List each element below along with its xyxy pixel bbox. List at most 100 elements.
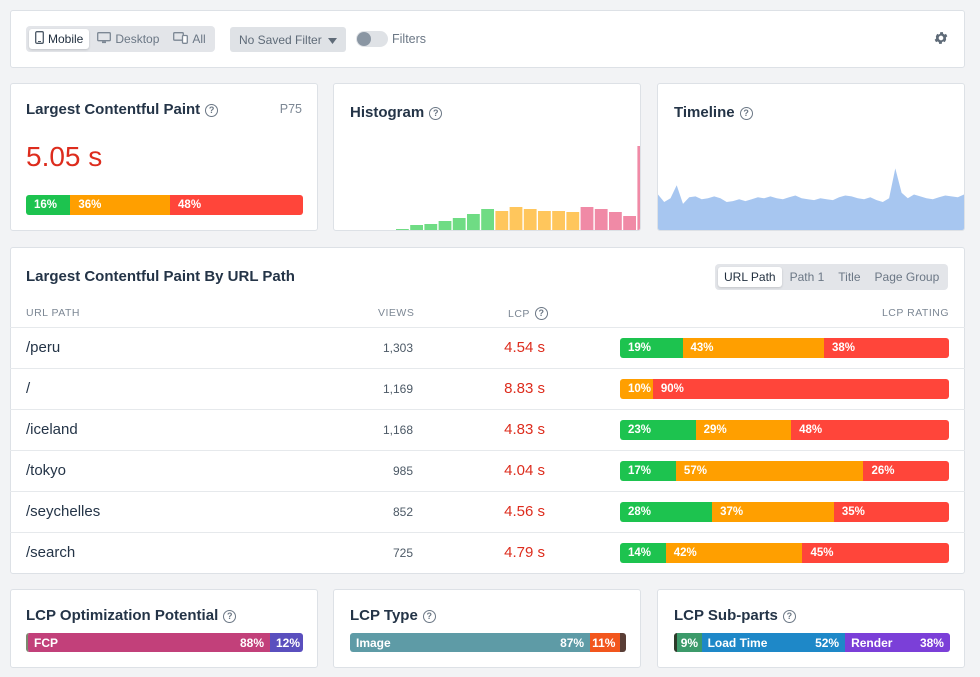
histogram-bar[interactable] xyxy=(552,211,565,230)
histogram-chart[interactable] xyxy=(334,84,640,230)
tab-title-label: Title xyxy=(838,270,861,284)
rating-needs-improvement: 36% xyxy=(70,195,171,215)
histogram-bar[interactable] xyxy=(623,216,636,230)
row-url-path[interactable]: /tokyo xyxy=(26,462,67,479)
saved-filter-dropdown[interactable]: No Saved Filter xyxy=(230,27,346,52)
column-views[interactable]: VIEWS xyxy=(378,307,415,319)
rest-segment xyxy=(620,633,626,652)
lcp-type-bar[interactable]: Image 87% 11% xyxy=(350,633,626,652)
histogram-bar[interactable] xyxy=(637,146,640,230)
help-icon[interactable] xyxy=(422,610,436,623)
rating-good: 19% xyxy=(620,338,683,358)
tab-url-path[interactable]: URL Path xyxy=(718,267,782,287)
histogram-bar[interactable] xyxy=(523,209,537,230)
histogram-bar[interactable] xyxy=(410,225,423,230)
table-row[interactable]: /search 725 4.79 s 14% 42% 45% xyxy=(10,532,965,573)
row-views: 725 xyxy=(392,546,413,560)
gear-icon[interactable] xyxy=(933,30,949,51)
optimization-heading: LCP Optimization Potential xyxy=(26,607,237,625)
help-icon[interactable] xyxy=(205,104,219,117)
row-rating-bar[interactable]: 10% 90% xyxy=(620,379,949,399)
rating-poor: 45% xyxy=(802,543,949,563)
row-rating-bar[interactable]: 28% 37% 35% xyxy=(620,502,949,522)
fcp-label: FCP xyxy=(34,635,58,650)
fcp-pct: 88% xyxy=(239,635,264,650)
fcp-segment: FCP 88% xyxy=(28,633,270,652)
histogram-bar[interactable] xyxy=(424,224,438,230)
toggle-knob xyxy=(357,32,371,46)
timeline-area[interactable] xyxy=(658,168,964,230)
histogram-title: Histogram xyxy=(350,104,425,121)
histogram-bar[interactable] xyxy=(566,212,580,230)
histogram-bar[interactable] xyxy=(452,218,466,230)
row-rating-bar[interactable]: 23% 29% 48% xyxy=(620,420,949,440)
table-row[interactable]: / 1,169 8.83 s 10% 90% xyxy=(10,368,965,409)
table-row[interactable]: /peru 1,303 4.54 s 19% 43% 38% xyxy=(10,327,965,368)
mobile-icon xyxy=(35,31,44,47)
tab-all-label: All xyxy=(192,32,206,46)
render-label: Render xyxy=(851,635,893,650)
row-rating-bar[interactable]: 17% 57% 26% xyxy=(620,461,949,481)
help-icon[interactable] xyxy=(429,107,443,120)
row-lcp-value: 4.83 s xyxy=(504,421,545,438)
subparts-heading: LCP Sub-parts xyxy=(674,607,796,625)
rating-poor: 48% xyxy=(791,420,949,440)
row-url-path[interactable]: /seychelles xyxy=(26,503,101,520)
lcp-subparts-card: LCP Sub-parts 9% Load Time 52% Render 38… xyxy=(657,589,965,668)
optimization-bar[interactable]: FCP 88% 12% xyxy=(26,633,303,652)
row-rating-bar[interactable]: 19% 43% 38% xyxy=(620,338,949,358)
rating-needs-improvement: 37% xyxy=(712,502,834,522)
help-icon[interactable] xyxy=(782,610,796,623)
histogram-bar[interactable] xyxy=(481,209,494,230)
render-pct: 38% xyxy=(919,635,944,650)
row-url-path[interactable]: /search xyxy=(26,544,76,561)
remaining-pct: 12% xyxy=(276,635,301,650)
histogram-card: Histogram xyxy=(333,83,641,231)
row-url-path[interactable]: / xyxy=(26,380,31,397)
row-views: 1,303 xyxy=(382,341,413,355)
device-segmented-control: Mobile Desktop All xyxy=(26,26,215,52)
filters-toggle[interactable] xyxy=(356,31,388,47)
histogram-bar[interactable] xyxy=(594,209,608,230)
table-row[interactable]: /tokyo 985 4.04 s 17% 57% 26% xyxy=(10,450,965,491)
subparts-bar[interactable]: 9% Load Time 52% Render 38% xyxy=(674,633,950,652)
other-pct: 11% xyxy=(592,635,616,650)
row-views: 985 xyxy=(392,464,413,478)
table-row[interactable]: /seychelles 852 4.56 s 28% 37% 35% xyxy=(10,491,965,532)
ttfb-segment: 9% xyxy=(676,633,702,652)
tab-page-group[interactable]: Page Group xyxy=(869,267,946,287)
histogram-bar[interactable] xyxy=(609,212,622,230)
histogram-bar[interactable] xyxy=(467,214,480,230)
histogram-bar[interactable] xyxy=(509,207,523,230)
devices-icon xyxy=(173,31,189,47)
help-icon[interactable] xyxy=(739,107,753,120)
row-lcp-value: 4.54 s xyxy=(504,339,545,356)
desktop-icon xyxy=(97,31,112,47)
column-lcp-label: LCP xyxy=(508,308,530,320)
tab-path-1[interactable]: Path 1 xyxy=(784,267,831,287)
rating-needs-improvement: 42% xyxy=(665,543,803,563)
tab-all[interactable]: All xyxy=(167,29,211,49)
tab-title[interactable]: Title xyxy=(832,267,866,287)
column-lcp[interactable]: LCP xyxy=(508,307,548,320)
lcp-rating-bar[interactable]: 16% 36% 48% xyxy=(26,195,303,215)
rating-good: 28% xyxy=(620,502,713,522)
help-icon[interactable] xyxy=(534,307,548,320)
row-rating-bar[interactable]: 14% 42% 45% xyxy=(620,543,949,563)
tab-mobile[interactable]: Mobile xyxy=(29,29,90,49)
histogram-bar[interactable] xyxy=(538,211,551,230)
row-url-path[interactable]: /peru xyxy=(26,339,61,356)
tab-desktop[interactable]: Desktop xyxy=(91,29,165,49)
histogram-bar[interactable] xyxy=(495,211,509,230)
timeline-chart[interactable] xyxy=(658,84,964,230)
table-row[interactable]: /iceland 1,168 4.83 s 23% 29% 48% xyxy=(10,409,965,450)
row-url-path[interactable]: /iceland xyxy=(26,421,78,438)
help-icon[interactable] xyxy=(223,610,237,623)
timeline-heading: Timeline xyxy=(674,104,753,122)
histogram-bar[interactable] xyxy=(580,207,594,230)
histogram-bar[interactable] xyxy=(396,229,409,230)
column-lcp-rating[interactable]: LCP RATING xyxy=(881,307,949,319)
histogram-bar[interactable] xyxy=(438,221,452,230)
ttfb-pct: 9% xyxy=(680,635,699,650)
column-url-path[interactable]: URL PATH xyxy=(26,307,80,319)
